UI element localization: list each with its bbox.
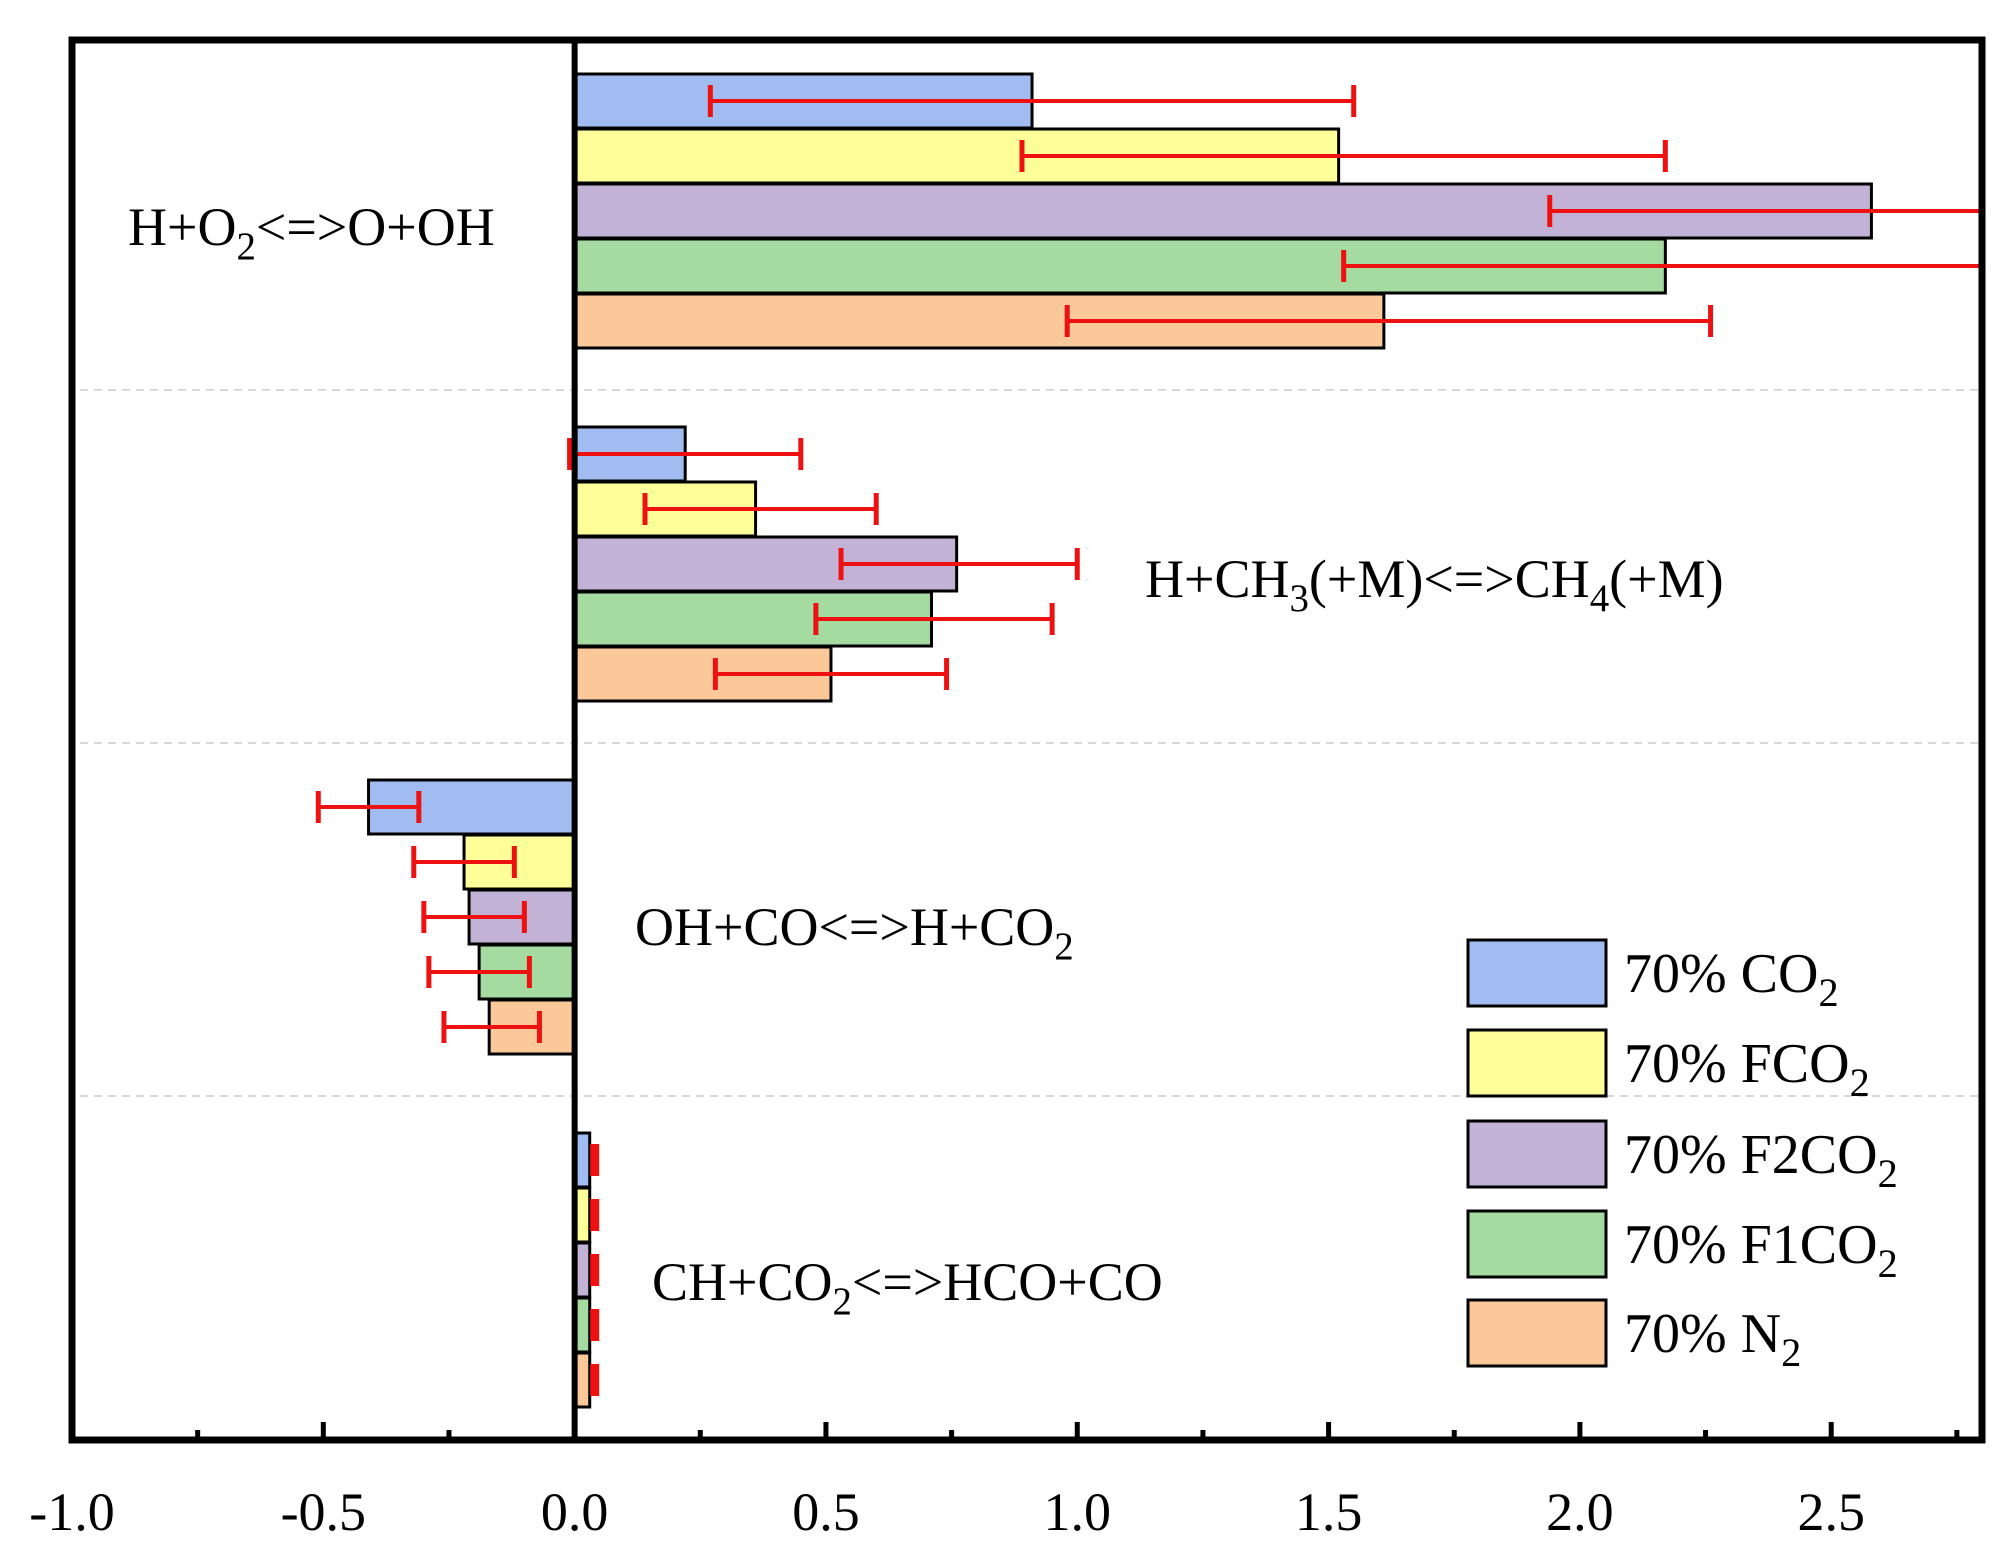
error-bar bbox=[707, 85, 1357, 117]
x-tick-label: 1.0 bbox=[1044, 1482, 1112, 1542]
x-tick-label: 0.0 bbox=[541, 1482, 609, 1542]
reaction-label: OH+CO<=>H+CO2 bbox=[635, 897, 1074, 968]
error-bar bbox=[426, 956, 532, 988]
legend-swatch bbox=[1466, 1028, 1608, 1098]
legend-label: 70% FCO2 bbox=[1624, 1033, 1870, 1105]
legend: 70% CO2 70% FCO2 70% F2CO2 70% F1CO2 70% N2 bbox=[1466, 938, 1898, 1375]
reaction-label: H+O2<=>O+OH bbox=[128, 197, 495, 268]
x-tick-label: 2.5 bbox=[1797, 1482, 1865, 1542]
error-bar bbox=[315, 791, 422, 823]
legend-swatch bbox=[1466, 1298, 1608, 1368]
error-bar bbox=[421, 901, 527, 933]
error-bar bbox=[567, 438, 804, 470]
legend-entry: 70% FCO2 bbox=[1466, 1028, 1870, 1105]
plot-frame bbox=[68, 36, 1986, 1444]
legend-label: 70% N2 bbox=[1624, 1303, 1801, 1375]
error-bar bbox=[441, 1011, 542, 1043]
error-bar bbox=[1064, 305, 1714, 337]
legend-swatch bbox=[1466, 938, 1608, 1008]
legend-swatch bbox=[1466, 1119, 1608, 1189]
error-bar bbox=[642, 493, 879, 525]
axes: -1.0 -0.5 0.0 0.5 1.0 1.5 2.0 2.5 bbox=[29, 36, 1986, 1542]
reaction-label: H+CH3(+M)<=>CH4(+M) bbox=[1145, 549, 1724, 620]
error-bar bbox=[1547, 195, 1982, 227]
error-bar bbox=[411, 846, 517, 878]
x-tick-label: 1.5 bbox=[1295, 1482, 1363, 1542]
error-bar bbox=[838, 548, 1080, 580]
error-bar bbox=[712, 658, 950, 690]
error-bars bbox=[315, 85, 1982, 1396]
x-tick-label: -0.5 bbox=[281, 1482, 366, 1542]
reaction-labels: H+O2<=>O+OH H+CH3(+M)<=>CH4(+M) OH+CO<=>H+… bbox=[128, 197, 1724, 1323]
reaction-label: CH+CO2<=>HCO+CO bbox=[652, 1252, 1163, 1323]
error-bar bbox=[1341, 250, 1982, 282]
legend-entry: 70% CO2 bbox=[1466, 938, 1839, 1015]
legend-label: 70% CO2 bbox=[1624, 943, 1839, 1015]
legend-entry: 70% N2 bbox=[1466, 1298, 1801, 1375]
error-bar bbox=[813, 603, 1055, 635]
x-tick-label: 0.5 bbox=[792, 1482, 860, 1542]
legend-label: 70% F1CO2 bbox=[1624, 1214, 1898, 1286]
x-tick-label: -1.0 bbox=[29, 1482, 114, 1542]
error-bar bbox=[1019, 140, 1668, 172]
legend-entry: 70% F1CO2 bbox=[1466, 1209, 1898, 1286]
legend-entry: 70% F2CO2 bbox=[1466, 1119, 1898, 1196]
legend-swatch bbox=[1466, 1209, 1608, 1279]
legend-label: 70% F2CO2 bbox=[1624, 1124, 1898, 1196]
x-tick-label: 2.0 bbox=[1546, 1482, 1614, 1542]
